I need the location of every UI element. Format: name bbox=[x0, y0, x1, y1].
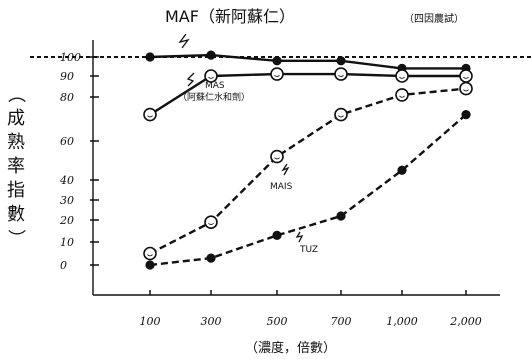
y-tick-label: 80 bbox=[60, 91, 74, 104]
point-mas bbox=[204, 69, 218, 83]
point-mais bbox=[459, 81, 473, 96]
x-tick-label: 300 bbox=[201, 315, 222, 328]
series-pointer-mais bbox=[281, 163, 290, 176]
point-mark-mas bbox=[338, 74, 344, 77]
point-mas bbox=[270, 67, 284, 81]
chart-title: MAF（新阿蘇仁） bbox=[165, 7, 295, 26]
point-mark-mas bbox=[399, 76, 405, 79]
y-axis-label-char: （ bbox=[5, 85, 26, 103]
series-pointer-tuz bbox=[295, 231, 304, 243]
y-axis-label-char: 成 bbox=[7, 108, 25, 129]
chart-note: （四因農試） bbox=[404, 12, 464, 25]
point-tuz bbox=[397, 165, 407, 175]
point-tuz bbox=[206, 253, 216, 263]
x-axis-label: （濃度，倍數） bbox=[245, 340, 336, 356]
point-maf bbox=[336, 56, 346, 66]
x-tick-label: 1,000 bbox=[386, 315, 418, 328]
point-mark-mas bbox=[463, 76, 469, 79]
point-mark-mais bbox=[147, 254, 153, 257]
point-mark-mas bbox=[208, 76, 214, 79]
point-tuz bbox=[272, 230, 282, 240]
point-mas bbox=[459, 69, 473, 83]
x-tick-label: 700 bbox=[331, 315, 352, 328]
series-label-mas: MAS bbox=[205, 81, 225, 91]
point-mais bbox=[395, 88, 409, 102]
y-tick-label: 10 bbox=[60, 236, 74, 249]
y-tick-label: 20 bbox=[59, 214, 74, 227]
series-line-maf bbox=[149, 53, 466, 70]
series-label-mais: MAIS bbox=[270, 182, 293, 192]
point-mais bbox=[204, 215, 218, 229]
point-mas bbox=[143, 107, 157, 122]
y-tick-label: 0 bbox=[60, 259, 67, 272]
point-mark-mas bbox=[274, 74, 280, 77]
point-mark-mas bbox=[147, 115, 153, 118]
point-mark-mais bbox=[463, 89, 469, 92]
y-axis-label-char: 率 bbox=[7, 156, 25, 177]
y-tick-label: 100 bbox=[60, 51, 81, 64]
series-pointer-maf bbox=[178, 33, 190, 49]
point-maf bbox=[206, 50, 216, 60]
point-mark-mais bbox=[399, 95, 405, 98]
series-sublabel-mas: （阿蘇仁水和劑） bbox=[178, 91, 250, 103]
point-mark-mais bbox=[274, 157, 280, 160]
point-tuz bbox=[336, 211, 346, 221]
point-tuz bbox=[461, 110, 471, 120]
point-mark-mais bbox=[208, 222, 214, 225]
point-maf bbox=[272, 56, 282, 66]
point-mark-mais bbox=[338, 115, 344, 118]
point-mais bbox=[143, 246, 157, 261]
y-tick-label: 40 bbox=[59, 174, 74, 187]
x-tick-label: 500 bbox=[267, 315, 288, 328]
y-axis-label-char: 熟 bbox=[7, 132, 25, 153]
series-line-mas bbox=[149, 72, 466, 116]
y-tick-label: 90 bbox=[60, 70, 74, 83]
y-axis-label-char: 數 bbox=[7, 204, 25, 225]
point-mas bbox=[395, 69, 409, 83]
y-tick-label: 30 bbox=[60, 194, 74, 207]
point-tuz bbox=[145, 260, 155, 270]
series-line-mais bbox=[149, 87, 467, 255]
point-mas bbox=[334, 67, 348, 81]
series-line-tuz bbox=[149, 113, 467, 267]
y-tick-label: 60 bbox=[60, 135, 74, 148]
series-label-tuz: TUZ bbox=[299, 245, 318, 255]
series-pointer-mas bbox=[186, 72, 195, 87]
point-mais bbox=[270, 149, 284, 164]
point-maf bbox=[145, 52, 155, 62]
y-axis-label-char: 指 bbox=[7, 180, 25, 201]
x-tick-label: 2,000 bbox=[449, 315, 482, 328]
point-mais bbox=[334, 107, 348, 122]
y-axis-label-char: ） bbox=[5, 229, 26, 247]
x-tick-label: 100 bbox=[140, 315, 161, 328]
